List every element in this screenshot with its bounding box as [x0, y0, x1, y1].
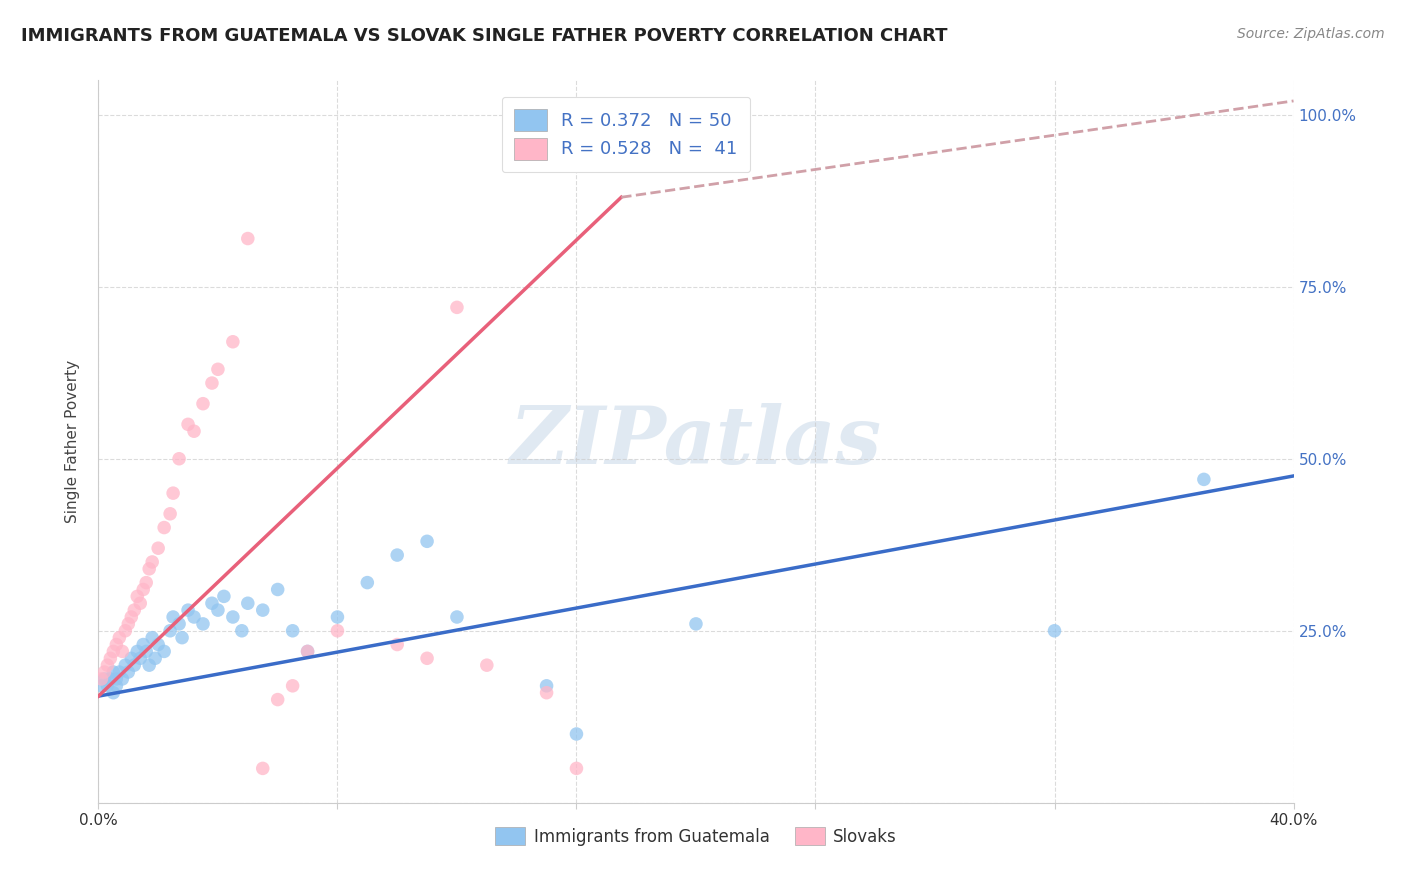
Point	[191, 616, 214, 631]
Point	[129, 596, 152, 610]
Point	[96, 658, 118, 673]
Point	[93, 672, 115, 686]
Point	[267, 582, 290, 597]
Point	[90, 672, 112, 686]
Point	[90, 679, 112, 693]
Point	[416, 534, 439, 549]
Point	[297, 644, 319, 658]
Point	[281, 624, 304, 638]
Point	[177, 417, 200, 432]
Point	[138, 658, 160, 673]
Point	[281, 679, 304, 693]
Point	[475, 658, 498, 673]
Point	[1043, 624, 1066, 638]
Point	[153, 520, 176, 534]
Point	[162, 610, 184, 624]
Point	[153, 644, 176, 658]
Point	[98, 651, 122, 665]
Point	[159, 507, 181, 521]
Point	[183, 610, 205, 624]
Point	[162, 486, 184, 500]
Point	[114, 658, 136, 673]
Point	[1192, 472, 1215, 486]
Text: Source: ZipAtlas.com: Source: ZipAtlas.com	[1237, 27, 1385, 41]
Point	[326, 610, 349, 624]
Point	[222, 334, 245, 349]
Point	[236, 231, 259, 245]
Point	[212, 590, 235, 604]
Point	[148, 638, 170, 652]
Point	[103, 686, 125, 700]
Point	[105, 638, 128, 652]
Point	[108, 665, 131, 679]
Point	[416, 651, 439, 665]
Point	[297, 644, 319, 658]
Point	[93, 665, 115, 679]
Point	[138, 562, 160, 576]
Point	[120, 610, 142, 624]
Text: IMMIGRANTS FROM GUATEMALA VS SLOVAK SINGLE FATHER POVERTY CORRELATION CHART: IMMIGRANTS FROM GUATEMALA VS SLOVAK SING…	[21, 27, 948, 45]
Point	[127, 590, 149, 604]
Point	[446, 301, 468, 315]
Point	[111, 644, 134, 658]
Y-axis label: Single Father Poverty: Single Father Poverty	[65, 360, 80, 523]
Point	[159, 624, 181, 638]
Point	[135, 575, 157, 590]
Point	[124, 603, 146, 617]
Point	[127, 644, 149, 658]
Point	[385, 638, 409, 652]
Point	[177, 603, 200, 617]
Point	[124, 658, 146, 673]
Point	[536, 686, 558, 700]
Point	[148, 541, 170, 556]
Point	[108, 631, 131, 645]
Point	[105, 679, 128, 693]
Point	[172, 631, 194, 645]
Point	[129, 651, 152, 665]
Point	[252, 761, 274, 775]
Point	[326, 624, 349, 638]
Point	[167, 451, 190, 466]
Point	[103, 665, 125, 679]
Point	[201, 596, 224, 610]
Point	[132, 638, 155, 652]
Point	[267, 692, 290, 706]
Point	[141, 555, 163, 569]
Point	[183, 424, 205, 438]
Point	[201, 376, 224, 390]
Point	[565, 761, 588, 775]
Point	[111, 672, 134, 686]
Point	[446, 610, 468, 624]
Point	[105, 672, 128, 686]
Point	[132, 582, 155, 597]
Point	[135, 644, 157, 658]
Point	[207, 362, 229, 376]
Point	[356, 575, 378, 590]
Point	[385, 548, 409, 562]
Point	[120, 651, 142, 665]
Point	[98, 672, 122, 686]
Point	[96, 679, 118, 693]
Point	[231, 624, 253, 638]
Point	[191, 397, 214, 411]
Point	[143, 651, 166, 665]
Point	[117, 616, 139, 631]
Point	[236, 596, 259, 610]
Point	[114, 624, 136, 638]
Point	[141, 631, 163, 645]
Legend: Immigrants from Guatemala, Slovaks: Immigrants from Guatemala, Slovaks	[489, 821, 903, 852]
Point	[565, 727, 588, 741]
Point	[685, 616, 707, 631]
Point	[252, 603, 274, 617]
Point	[117, 665, 139, 679]
Point	[167, 616, 190, 631]
Point	[536, 679, 558, 693]
Text: ZIPatlas: ZIPatlas	[510, 403, 882, 480]
Point	[207, 603, 229, 617]
Point	[103, 644, 125, 658]
Point	[222, 610, 245, 624]
